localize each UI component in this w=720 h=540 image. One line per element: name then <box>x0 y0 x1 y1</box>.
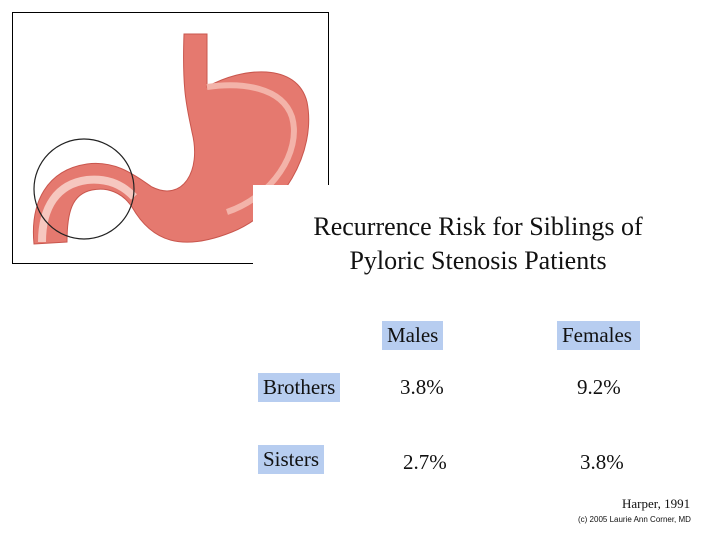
pylorus <box>38 175 137 243</box>
table-cell: 9.2% <box>577 375 621 399</box>
slide-title: Recurrence Risk for Siblings of <box>313 212 643 241</box>
slide-title: Pyloric Stenosis Patients <box>349 246 607 275</box>
credit: (c) 2005 Laurie Ann Corner, MD <box>578 515 691 524</box>
table-cell: 2.7% <box>403 450 447 474</box>
highlight-circle <box>33 138 135 240</box>
stomach-illustration <box>12 12 329 264</box>
table-cell: 3.8% <box>400 375 444 399</box>
table-cell: 3.8% <box>580 450 624 474</box>
column-header: Males <box>382 321 444 350</box>
column-header: Females <box>557 321 640 350</box>
overlay-panel <box>253 185 330 267</box>
citation: Harper, 1991 <box>622 496 691 511</box>
row-header: Brothers <box>258 373 341 402</box>
row-header: Sisters <box>258 445 325 474</box>
